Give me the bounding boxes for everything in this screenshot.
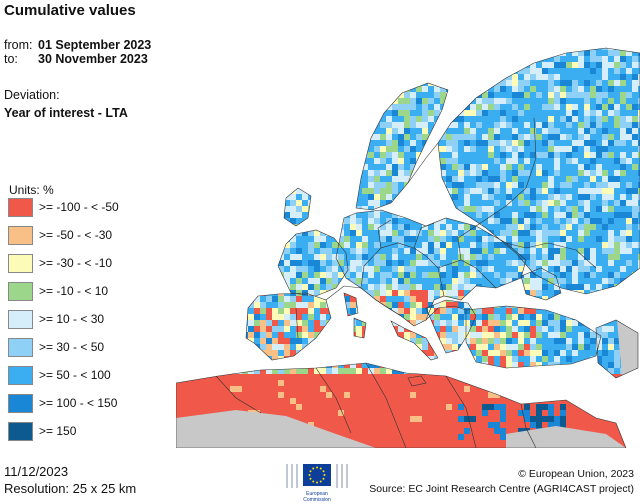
legend-item-label: >= 50 - < 100 bbox=[39, 368, 111, 382]
to-label: to: bbox=[4, 52, 18, 66]
legend-item-label: >= 30 - < 50 bbox=[39, 340, 105, 354]
legend-swatch bbox=[8, 226, 33, 245]
legend-swatch bbox=[8, 254, 33, 273]
from-date: 01 September 2023 bbox=[38, 38, 152, 52]
legend-item: >= 100 - < 150 bbox=[6, 391, 196, 419]
legend-swatch bbox=[8, 422, 33, 441]
legend-swatch bbox=[8, 198, 33, 217]
no-data-areas bbox=[176, 300, 640, 448]
legend-item: >= 50 - < 100 bbox=[6, 363, 196, 391]
legend-item-label: >= -10 - < 10 bbox=[39, 284, 109, 298]
deviation-label: Deviation: bbox=[4, 88, 60, 102]
legend-item-label: >= -30 - < -10 bbox=[39, 256, 113, 270]
legend-item: >= 150 bbox=[6, 419, 196, 447]
legend-item: >= -100 - < -50 bbox=[6, 195, 196, 223]
legend-item-label: >= 150 bbox=[39, 424, 77, 438]
issue-date: 11/12/2023 bbox=[4, 464, 69, 479]
deviation-cells bbox=[176, 48, 640, 448]
logo-line1: European bbox=[306, 491, 328, 497]
legend-swatch bbox=[8, 282, 33, 301]
country-borders bbox=[176, 47, 640, 448]
legend-item: >= -30 - < -10 bbox=[6, 251, 196, 279]
resolution-text: Resolution: 25 x 25 km bbox=[4, 481, 137, 496]
legend: >= -100 - < -50 >= -50 - < -30 >= -30 - … bbox=[6, 195, 196, 447]
legend-item-label: >= 10 - < 30 bbox=[39, 312, 105, 326]
european-commission-logo: European Commission bbox=[283, 460, 351, 504]
legend-item: >= 30 - < 50 bbox=[6, 335, 196, 363]
legend-item: >= 10 - < 30 bbox=[6, 307, 196, 335]
deviation-value: Year of interest - LTA bbox=[4, 106, 128, 120]
europe-deviation-map bbox=[176, 47, 640, 448]
legend-units: Units: % bbox=[9, 183, 54, 197]
to-date: 30 November 2023 bbox=[38, 52, 148, 66]
from-label: from: bbox=[4, 38, 33, 52]
source-text: Source: EC Joint Research Centre (AGRI4C… bbox=[369, 483, 634, 495]
legend-item: >= -10 - < 10 bbox=[6, 279, 196, 307]
period-info: from: 01 September 2023 to: 30 November … bbox=[4, 38, 151, 66]
legend-item-label: >= 100 - < 150 bbox=[39, 396, 118, 410]
legend-swatch bbox=[8, 366, 33, 385]
map-title: Cumulative values bbox=[4, 2, 136, 19]
legend-swatch bbox=[8, 394, 33, 413]
legend-item-label: >= -100 - < -50 bbox=[39, 200, 119, 214]
logo-line2: Commission bbox=[303, 497, 331, 503]
legend-item: >= -50 - < -30 bbox=[6, 223, 196, 251]
legend-swatch bbox=[8, 310, 33, 329]
legend-item-label: >= -50 - < -30 bbox=[39, 228, 113, 242]
legend-swatch bbox=[8, 338, 33, 357]
copyright-text: © European Union, 2023 bbox=[518, 468, 634, 480]
